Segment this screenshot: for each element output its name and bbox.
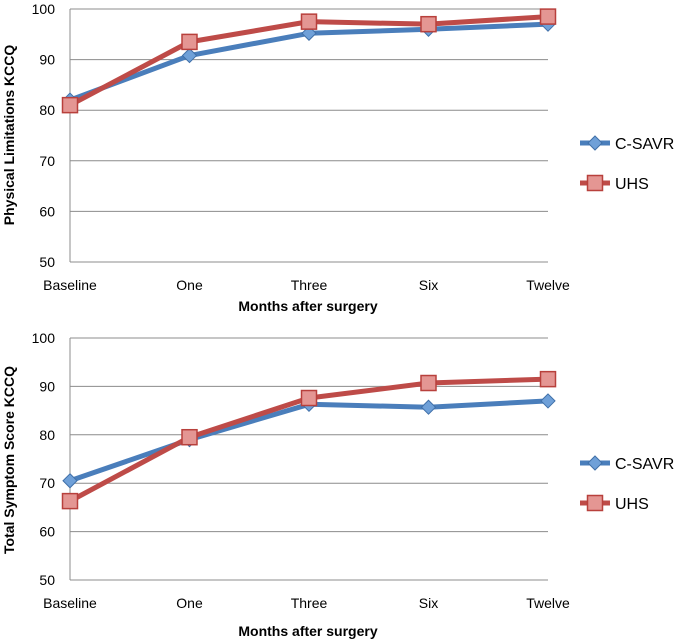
series-line-c-savr — [67, 398, 551, 484]
legend-label-uhs: UHS — [615, 176, 649, 193]
point-uhs — [420, 15, 437, 33]
y-axis-title: Physical Limitations KCCQ — [1, 45, 17, 226]
x-tick-label: Six — [419, 277, 438, 293]
point-uhs — [539, 8, 557, 25]
legend-marker-uhs — [586, 174, 604, 192]
y-tick-label: 80 — [39, 427, 55, 443]
x-tick-labels: Baseline One Three Six Twelve — [43, 277, 570, 293]
legend-marker-uhs — [586, 494, 604, 512]
point-uhs — [300, 13, 318, 30]
y-tick-label: 80 — [39, 102, 55, 118]
grid-lines — [69, 8, 548, 263]
legend: C-SAVR UHS — [580, 135, 674, 193]
legend-marker-c-savr — [587, 455, 603, 471]
point-uhs — [61, 96, 79, 114]
x-tick-label: Baseline — [43, 595, 97, 611]
x-tick-labels: Baseline One Three Six Twelve — [43, 595, 570, 611]
x-tick-label: Six — [419, 595, 438, 611]
legend-label-uhs: UHS — [615, 496, 649, 513]
legend-marker-c-savr — [587, 135, 603, 151]
point-c-savr — [540, 393, 556, 409]
point-c-savr — [181, 47, 198, 64]
point-uhs — [181, 428, 198, 446]
x-axis-title: Months after surgery — [238, 298, 377, 314]
x-tick-label: One — [176, 277, 203, 293]
point-uhs — [420, 374, 437, 392]
x-tick-label: Twelve — [526, 277, 570, 293]
y-tick-labels: 50 60 70 80 90 100 — [32, 1, 56, 270]
y-tick-label: 60 — [39, 203, 55, 219]
y-tick-label: 90 — [39, 378, 55, 394]
x-tick-label: Three — [291, 277, 328, 293]
series-group — [61, 8, 557, 114]
x-tick-label: Three — [291, 595, 328, 611]
y-tick-label: 50 — [39, 572, 55, 588]
y-tick-label: 100 — [32, 1, 56, 17]
legend-label-c-savr: C-SAVR — [615, 456, 674, 473]
point-c-savr — [420, 399, 437, 415]
point-uhs — [539, 370, 557, 388]
y-tick-label: 70 — [39, 475, 55, 491]
y-tick-label: 100 — [32, 330, 56, 346]
x-axis-title: Months after surgery — [238, 623, 377, 639]
y-tick-label: 90 — [39, 52, 55, 68]
point-uhs — [61, 492, 79, 510]
y-tick-labels: 50 60 70 80 90 100 — [32, 330, 56, 588]
x-tick-label: One — [176, 595, 203, 611]
series-group — [61, 370, 557, 510]
legend: C-SAVR UHS — [580, 455, 674, 513]
y-tick-label: 70 — [39, 153, 55, 169]
point-uhs — [300, 389, 318, 407]
legend-label-c-savr: C-SAVR — [615, 136, 674, 153]
grid-lines — [69, 337, 548, 581]
y-axis-title: Total Symptom Score KCCQ — [1, 366, 17, 554]
x-tick-label: Twelve — [526, 595, 570, 611]
y-tick-label: 60 — [39, 524, 55, 540]
y-tick-label: 50 — [39, 254, 55, 270]
point-uhs — [181, 33, 198, 51]
x-tick-label: Baseline — [43, 277, 97, 293]
point-c-savr — [62, 473, 78, 489]
